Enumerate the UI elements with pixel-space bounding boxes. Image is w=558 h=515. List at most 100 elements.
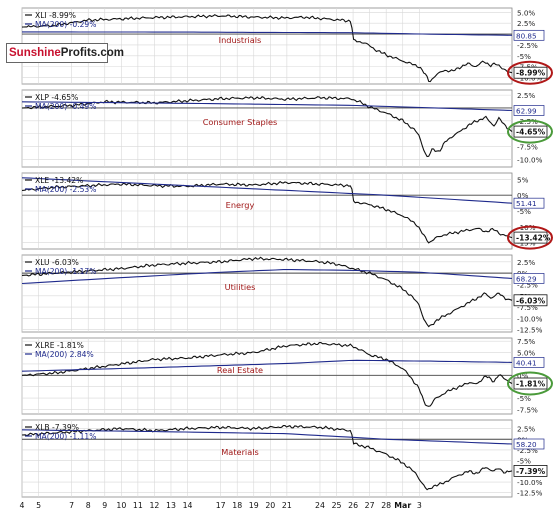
x-tick-label: 11 — [133, 501, 143, 510]
x-tick-label: 14 — [183, 501, 193, 510]
legend-ma: MA(200) -1.11% — [35, 432, 96, 441]
last-value-box — [513, 66, 548, 79]
last-value-box — [513, 125, 548, 138]
last-value-label: -6.03% — [516, 296, 546, 305]
ma-value-label: 80.85 — [516, 31, 537, 40]
y-tick-label: -10.0% — [517, 155, 543, 164]
x-tick-label: 7 — [69, 501, 74, 510]
y-tick-label: -5% — [517, 207, 531, 216]
ma200-line — [21, 429, 513, 445]
ma-value-box — [513, 438, 545, 450]
x-tick-label: Mar — [394, 501, 411, 510]
y-tick-label: -5% — [517, 52, 531, 61]
y-tick-label: 5.0% — [517, 349, 535, 358]
panel-5: 2.5%0%-2.5%-5%-7.5%-10.0%-12.5%XLB -7.39… — [21, 419, 548, 498]
legend-price: XLB -7.39% — [35, 423, 79, 432]
ma200-line — [21, 101, 513, 112]
x-tick-label: 21 — [282, 501, 292, 510]
legend-ma: MA(200) 2.84% — [35, 350, 94, 359]
ma-value-box — [513, 357, 545, 368]
x-tick-label: 8 — [86, 501, 91, 510]
x-tick-label: 12 — [149, 501, 159, 510]
price-line — [21, 256, 513, 328]
legend-price: XLU -6.03% — [35, 258, 79, 267]
ma-value-box — [513, 197, 545, 209]
x-tick-label: 17 — [216, 501, 226, 510]
y-tick-label: 2.5% — [517, 258, 535, 267]
ma-value-box — [513, 29, 545, 41]
y-tick-label: 0% — [517, 371, 529, 380]
panel-4: 7.5%5.0%2.5%0%-2.5%-5%-7.5%XLRE -1.81%MA… — [21, 337, 553, 415]
y-tick-label: 5% — [517, 175, 529, 184]
legend-ma: MA(200) -1.17% — [35, 267, 96, 276]
price-line — [21, 14, 513, 83]
y-tick-label: -2.5% — [517, 446, 538, 455]
legend-price: XLP -4.65% — [35, 93, 78, 102]
y-tick-label: -7.5% — [517, 405, 538, 414]
x-axis: 4 5 7 8 9 10 11 12 13 14 17 18 19 20 21 24 25 26 27 28 Mar 3 — [20, 501, 422, 510]
panel-1: 2.5%0%-2.5%-5%-7.5%-10.0%XLP -4.65%MA(20… — [21, 89, 553, 168]
last-value-box — [513, 377, 548, 390]
panel-frame — [21, 337, 513, 415]
x-tick-label: 28 — [381, 501, 391, 510]
y-tick-label: -5% — [517, 457, 531, 466]
last-value-label: -13.42% — [516, 234, 551, 243]
x-tick-label: 4 — [20, 501, 25, 510]
price-line — [21, 425, 513, 491]
price-line — [21, 180, 513, 244]
y-tick-label: -7.5% — [517, 142, 538, 151]
last-value-box — [513, 465, 548, 477]
ma200-line — [22, 31, 513, 36]
y-tick-label: -7.5% — [517, 303, 538, 312]
legend-price: XLI -8.99% — [35, 11, 76, 20]
brand-name-part1: Sunshine — [9, 47, 61, 59]
y-tick-label: 2.5% — [517, 425, 535, 434]
y-tick-label: -5% — [517, 394, 531, 403]
x-tick-label: 13 — [166, 501, 176, 510]
panel-3: 2.5%0%-2.5%-5%-7.5%-10.0%-12.5%XLU -6.03… — [21, 254, 548, 335]
y-tick-label: 5.0% — [517, 8, 535, 17]
y-tick-label: 0% — [517, 191, 529, 200]
highlight-circle — [507, 60, 553, 85]
x-tick-label: 9 — [102, 501, 107, 510]
y-tick-label: -12.5% — [517, 326, 543, 335]
y-tick-label: 2.5% — [517, 91, 535, 100]
panel-frame — [21, 254, 513, 333]
x-tick-label: 26 — [348, 501, 358, 510]
highlight-circle — [507, 119, 553, 144]
x-tick-label: 10 — [116, 501, 126, 510]
price-line — [21, 342, 513, 407]
x-tick-label: 18 — [232, 501, 242, 510]
panel-frame — [21, 419, 513, 498]
x-tick-label: 5 — [36, 501, 41, 510]
last-value-label: -1.81% — [516, 380, 546, 389]
ma200-line — [21, 269, 513, 285]
y-tick-label: 7.5% — [517, 337, 535, 346]
panel-title: Materials — [221, 447, 259, 457]
last-value-label: -8.99% — [516, 69, 546, 78]
panel-title: Consumer Staples — [203, 117, 278, 127]
legend-ma: MA(200) -0.49% — [35, 102, 96, 111]
x-tick-label: 24 — [315, 501, 325, 510]
legend-price: XLE -13.42% — [35, 176, 83, 185]
ma200-line — [21, 177, 513, 204]
ma-value-label: 40.41 — [516, 358, 537, 367]
x-tick-label: 25 — [332, 501, 342, 510]
last-value-box — [513, 231, 548, 244]
y-tick-label: -10.0% — [517, 314, 543, 323]
legend-price: XLRE -1.81% — [35, 341, 84, 350]
panel-2: 5%0%-5%-10%-15%XLE -13.42%MA(200) -2.53%… — [21, 172, 553, 250]
ma200-line — [21, 359, 513, 372]
y-tick-label: -2.5% — [517, 41, 538, 50]
x-tick-label: 20 — [265, 501, 275, 510]
last-value-box — [513, 294, 548, 307]
x-tick-label: 3 — [417, 501, 422, 510]
ma-value-box — [513, 273, 545, 284]
y-tick-label: 2.5% — [517, 19, 535, 28]
panel-title: Real Estate — [217, 365, 263, 375]
y-tick-label: -12.5% — [517, 489, 543, 498]
brand-name-part2: Profits.com — [60, 47, 125, 59]
ma-value-label: 68.29 — [516, 274, 537, 283]
